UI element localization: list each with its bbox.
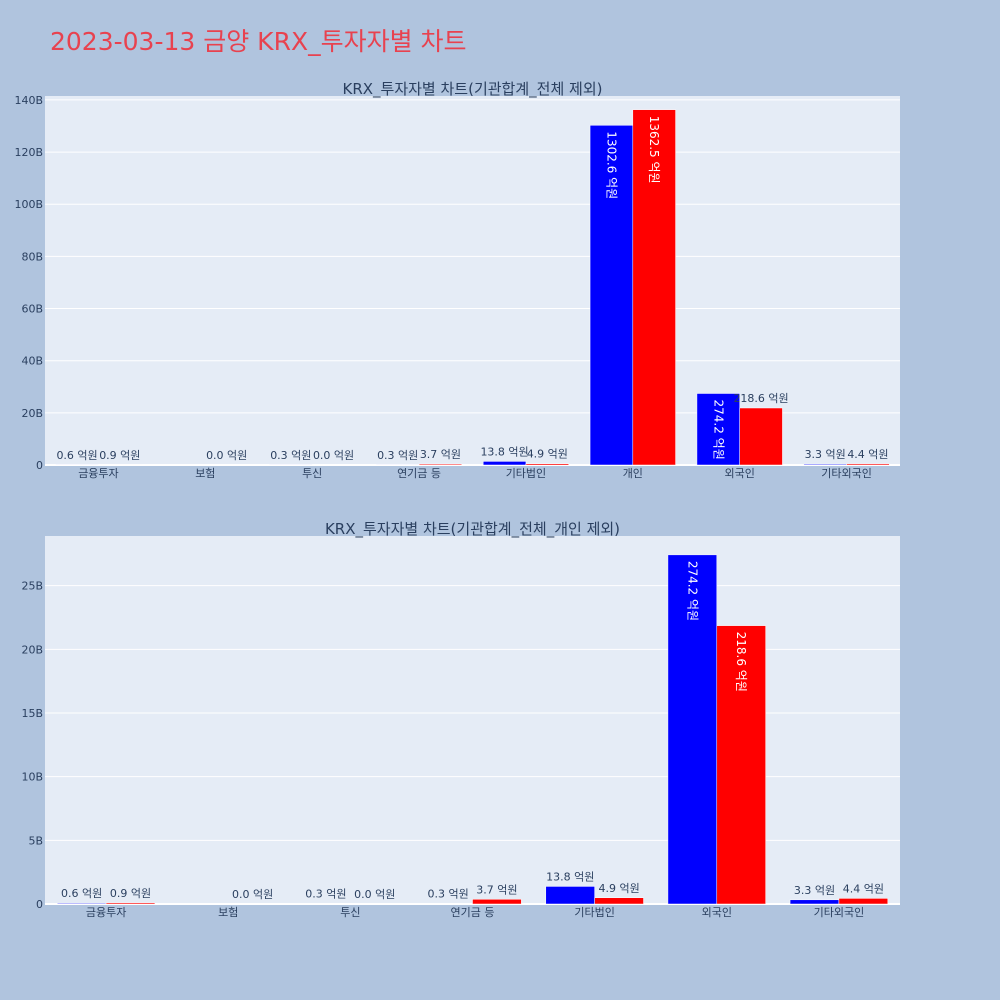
x-tick-label: 외국인 xyxy=(702,906,732,919)
bar-buy xyxy=(482,461,527,466)
data-label: 0.0 억원 xyxy=(354,888,395,901)
data-label: 4.4 억원 xyxy=(843,882,884,895)
investor-chart-excluding-institutions: KRX_투자자별 차트(기관합계_전체 제외) 0 20B 40B 60B 80B 100B… xyxy=(14,80,900,480)
x-tick-label: 연기금 등 xyxy=(451,906,495,919)
bar-sell xyxy=(418,463,463,466)
x-tick-label: 투신 xyxy=(302,467,322,480)
page-title: 2023-03-13 금양 KRX_투자자별 차트 xyxy=(50,27,467,56)
data-label: 218.6 억원 xyxy=(733,392,788,405)
plot-area xyxy=(45,96,900,465)
bar-buy xyxy=(545,886,595,905)
bar-sell xyxy=(739,407,783,466)
bar-buy xyxy=(667,554,718,905)
data-label: 3.7 억원 xyxy=(420,448,461,461)
y-tick-label: 15B xyxy=(21,707,43,720)
bar-buy xyxy=(696,393,740,466)
data-label: 0.0 억원 xyxy=(206,449,247,462)
bar-sell xyxy=(846,463,890,466)
bar-sell xyxy=(632,109,676,466)
data-label: 0.9 억원 xyxy=(110,887,151,900)
x-tick-label: 기타법인 xyxy=(506,467,546,480)
data-label: 274.2 억원 xyxy=(711,399,725,459)
data-label: 0.9 억원 xyxy=(99,449,140,462)
plot-area xyxy=(45,536,900,904)
y-tick-label: 80B xyxy=(21,250,43,263)
x-tick-label: 보험 xyxy=(195,467,215,480)
data-label: 274.2 억원 xyxy=(685,561,699,621)
y-tick-label: 120B xyxy=(14,146,43,159)
bar-sell xyxy=(472,899,522,905)
y-tick-label: 25B xyxy=(21,580,43,593)
chart-title: KRX_투자자별 차트(기관합계_전체 제외) xyxy=(343,80,603,99)
bar-sell xyxy=(716,625,766,905)
bar-sell xyxy=(594,897,644,905)
x-tick-label: 보험 xyxy=(218,906,238,919)
y-tick-label: 0 xyxy=(36,898,43,911)
y-tick-label: 40B xyxy=(21,355,43,368)
bar-buy xyxy=(803,463,847,466)
x-tick-label: 기타법인 xyxy=(574,906,614,919)
chart-title: KRX_투자자별 차트(기관합계_전체_개인 제외) xyxy=(325,520,620,539)
data-label: 0.3 억원 xyxy=(270,449,311,462)
data-label: 0.6 억원 xyxy=(56,449,97,462)
x-tick-label: 기타외국인 xyxy=(814,906,865,919)
y-tick-label: 20B xyxy=(21,643,43,656)
data-label: 1302.6 억원 xyxy=(604,131,618,199)
y-tick-label: 20B xyxy=(21,407,43,420)
y-tick-label: 60B xyxy=(21,303,43,316)
data-label: 0.3 억원 xyxy=(427,888,468,901)
data-label: 0.0 억원 xyxy=(232,888,273,901)
data-label: 3.3 억원 xyxy=(805,448,846,461)
data-label: 0.3 억원 xyxy=(305,888,346,901)
x-tick-label: 연기금 등 xyxy=(397,467,441,480)
x-tick-label: 금융투자 xyxy=(86,906,126,919)
data-label: 13.8 억원 xyxy=(546,870,594,883)
y-tick-label: 0 xyxy=(36,459,43,472)
x-tick-label: 개인 xyxy=(623,467,643,480)
investor-chart-excluding-institutions-and-individuals: KRX_투자자별 차트(기관합계_전체_개인 제외) 0 5B 10B 15B 20B 25… xyxy=(21,520,900,919)
bar-buy xyxy=(56,902,107,905)
bar-buy xyxy=(589,125,634,466)
x-tick-label: 투신 xyxy=(340,906,360,919)
data-label: 4.9 억원 xyxy=(527,448,568,461)
data-label: 13.8 억원 xyxy=(480,445,528,458)
data-label: 4.4 억원 xyxy=(847,448,888,461)
bar-buy xyxy=(789,899,840,905)
bar-sell xyxy=(525,463,569,466)
y-tick-label: 100B xyxy=(14,198,43,211)
data-label: 1362.5 억원 xyxy=(647,116,661,184)
y-tick-label: 10B xyxy=(21,771,43,784)
y-tick-label: 5B xyxy=(28,834,43,847)
data-label: 0.0 억원 xyxy=(313,449,354,462)
x-tick-label: 외국인 xyxy=(725,467,755,480)
data-label: 4.9 억원 xyxy=(598,882,639,895)
data-label: 0.6 억원 xyxy=(61,887,102,900)
y-tick-label: 140B xyxy=(14,94,43,107)
data-label: 218.6 억원 xyxy=(734,632,748,692)
data-label: 3.7 억원 xyxy=(476,883,517,896)
data-label: 3.3 억원 xyxy=(794,884,835,897)
x-tick-label: 금융투자 xyxy=(78,467,118,480)
x-tick-label: 기타외국인 xyxy=(821,467,872,480)
data-label: 0.3 억원 xyxy=(377,449,418,462)
bar-sell xyxy=(105,902,156,905)
bar-sell xyxy=(838,898,889,905)
